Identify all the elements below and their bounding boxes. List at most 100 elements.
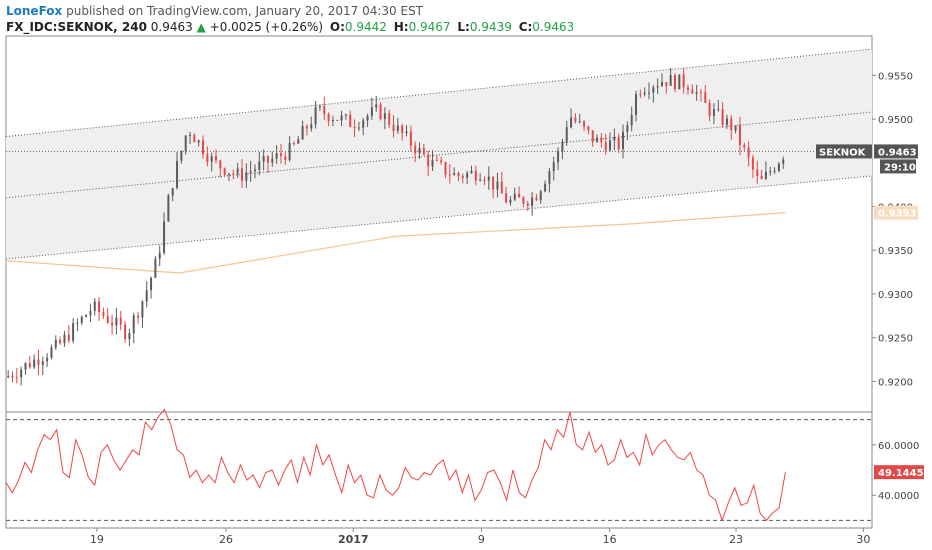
y-tick-label: 0.9250 <box>878 334 913 345</box>
y-tick-label: 0.9200 <box>878 377 913 388</box>
candle-body <box>531 197 534 206</box>
candle-body <box>33 359 36 368</box>
candle-body <box>756 169 759 176</box>
candle-body <box>189 134 192 136</box>
candle-body <box>656 85 659 88</box>
rsi-line <box>5 408 786 523</box>
symbol-label[interactable]: FX_IDC:SEKNOK, 240 <box>6 20 147 34</box>
author-link[interactable]: LoneFox <box>6 4 63 18</box>
candle-body <box>137 315 140 318</box>
x-tick-label: 9 <box>478 533 485 546</box>
candle-body <box>570 117 573 128</box>
candle-body <box>665 82 668 86</box>
candle-body <box>284 156 287 161</box>
candle-body <box>375 104 378 108</box>
rsi-tick-label: 60.0000 <box>878 441 919 452</box>
price-tag: 0.9463 <box>878 147 917 158</box>
candle-body <box>72 323 75 341</box>
candle-body <box>448 174 451 176</box>
candle-body <box>67 334 70 341</box>
candle-body <box>353 126 356 129</box>
x-tick-label: 16 <box>603 533 617 546</box>
candle-body <box>639 94 642 96</box>
candle-body <box>613 136 616 141</box>
change-value: +0.0025 (+0.26%) <box>209 20 324 34</box>
candle-body <box>249 171 252 173</box>
candle-body <box>383 113 386 120</box>
candle-body <box>500 181 503 194</box>
x-axis[interactable]: 19 26 2017 9 16 23 30 <box>90 528 870 546</box>
published-text: published on TradingView.com, January 20… <box>66 4 424 18</box>
candle-body <box>492 176 495 190</box>
candle-body <box>725 118 728 125</box>
candle-body <box>712 109 715 117</box>
candle-body <box>24 363 27 370</box>
candle-body <box>215 156 218 161</box>
candle-body <box>245 172 248 181</box>
candle-body <box>699 92 702 94</box>
candle-body <box>743 144 746 148</box>
candle-body <box>764 171 767 179</box>
candle-body <box>20 369 23 378</box>
candle-body <box>115 317 118 326</box>
y-tick-label: 0.9550 <box>878 71 913 82</box>
x-tick-label: 23 <box>729 533 743 546</box>
low-value: 0.9439 <box>469 20 512 34</box>
candle-body <box>258 161 261 170</box>
candle-body <box>751 157 754 170</box>
candle-body <box>227 173 230 175</box>
channel-upper-line <box>5 48 873 138</box>
candle-body <box>167 195 170 222</box>
ma-tag-bg <box>874 205 918 220</box>
candle-body <box>180 150 183 161</box>
candle-body <box>583 121 586 127</box>
candle-body <box>747 147 750 158</box>
candle-body <box>453 173 456 176</box>
candle-body <box>414 145 417 154</box>
candle-body <box>518 193 521 198</box>
candle-body <box>28 363 31 368</box>
candle-body <box>370 107 373 116</box>
candle-body <box>505 193 508 203</box>
candle-body <box>587 126 590 131</box>
ma-layer <box>5 212 786 274</box>
countdown-tag: 29:10 <box>884 162 916 173</box>
x-tick-label: 2017 <box>338 533 369 546</box>
candle-body <box>648 92 651 94</box>
candle-body <box>483 179 486 181</box>
candle-body <box>630 114 633 126</box>
channel-lower-line <box>5 175 873 260</box>
change-arrow-icon: ▲ <box>196 20 206 34</box>
candle-body <box>362 120 365 128</box>
candle-body <box>457 173 460 177</box>
candle-body <box>171 187 174 196</box>
candle-body <box>111 322 114 326</box>
rsi-tag: 49.1445 <box>878 468 924 479</box>
candle-body <box>769 171 772 173</box>
candle-body <box>11 375 14 378</box>
candle-body <box>422 148 425 155</box>
candle-body <box>93 301 96 311</box>
candle-body <box>622 131 625 150</box>
candle-body <box>193 134 196 143</box>
candle-body <box>604 142 607 151</box>
y-axis[interactable]: 0.95500.95000.94000.93500.93000.92500.92… <box>872 71 919 502</box>
publish-info: LoneFox published on TradingView.com, Ja… <box>6 4 423 18</box>
candle-body <box>682 74 685 88</box>
candle-body <box>288 143 291 161</box>
candle-body <box>314 107 317 125</box>
candle-body <box>128 333 131 340</box>
rsi-pane[interactable] <box>5 411 873 529</box>
candle-body <box>89 310 92 316</box>
candle-body <box>678 74 681 90</box>
candle-body <box>76 322 79 324</box>
candle-body <box>405 131 408 134</box>
candle-body <box>236 168 239 174</box>
candle-body <box>119 317 122 325</box>
candle-body <box>474 170 477 181</box>
candle-body <box>409 131 412 146</box>
candle-body <box>617 136 620 150</box>
candle-body <box>609 140 612 151</box>
candle-body <box>327 114 330 121</box>
